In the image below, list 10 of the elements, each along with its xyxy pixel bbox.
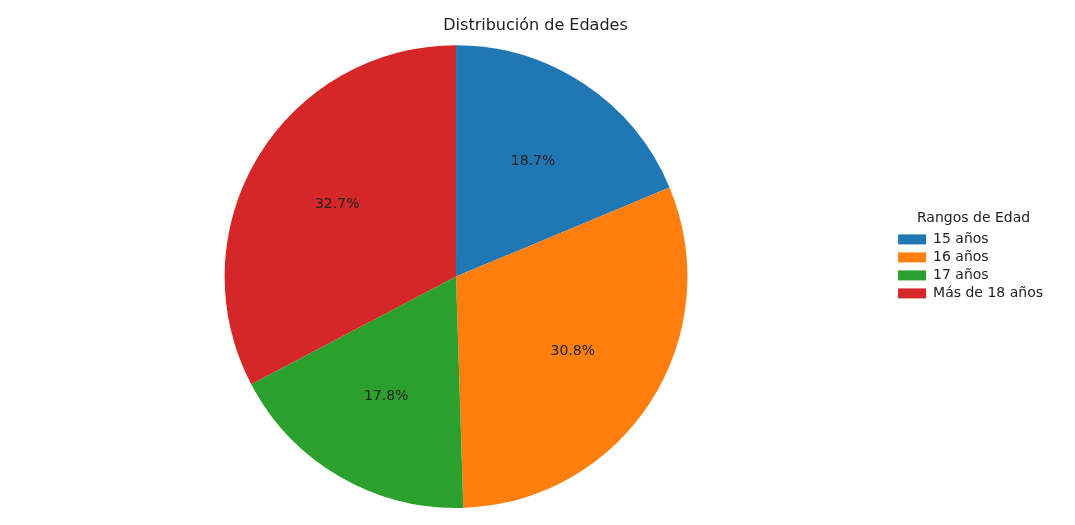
legend-title: Rangos de Edad	[916, 209, 1031, 226]
chart-title: Distribución de Edades	[443, 14, 628, 34]
data-label: 32.7%	[314, 195, 360, 212]
legend-label: 17 años	[933, 266, 989, 283]
data-label: 18.7%	[510, 151, 556, 168]
data-label: 17.8%	[363, 387, 409, 404]
legend-label: 15 años	[933, 230, 989, 247]
legend-label: 16 años	[933, 248, 989, 265]
legend-label: Más de 18 años	[933, 284, 1044, 301]
data-label: 30.8%	[550, 342, 596, 359]
